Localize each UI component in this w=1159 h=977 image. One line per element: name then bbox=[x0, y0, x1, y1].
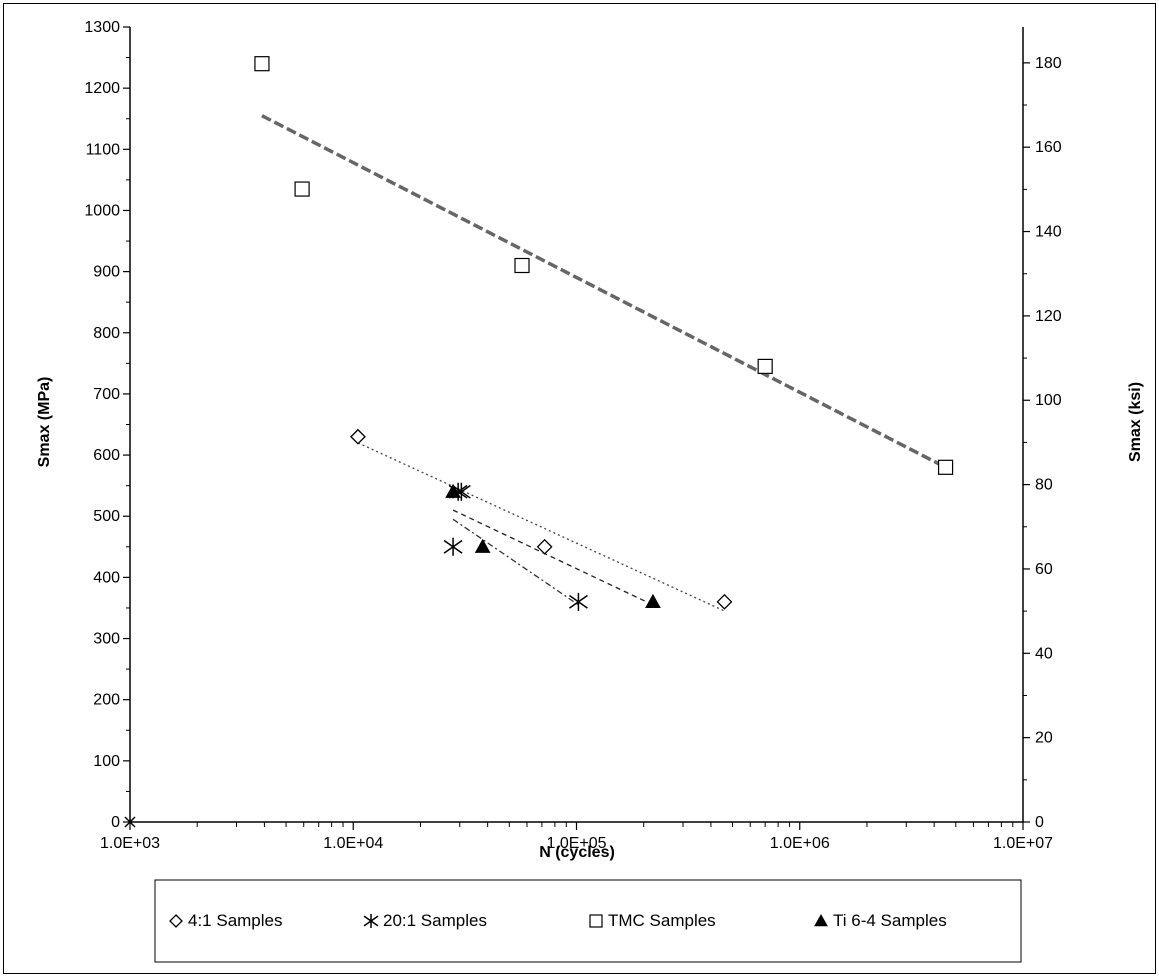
x-tick-label: 1.0E+06 bbox=[770, 835, 830, 852]
y2-tick-label: 160 bbox=[1035, 139, 1062, 156]
y2-tick-label: 60 bbox=[1035, 561, 1053, 578]
legend-marker-square bbox=[590, 915, 602, 927]
x-tick-label: 1.0E+07 bbox=[993, 835, 1053, 852]
y-tick-label: 1200 bbox=[84, 80, 120, 97]
y2-tick-label: 180 bbox=[1035, 55, 1062, 72]
legend-marker-square-shape bbox=[590, 915, 602, 927]
point-asterisk bbox=[444, 538, 462, 556]
trendline-asterisk bbox=[453, 519, 578, 605]
point-triangle-shape bbox=[646, 595, 660, 608]
point-diamond-shape bbox=[538, 540, 552, 554]
legend-label: Ti 6-4 Samples bbox=[833, 911, 947, 930]
y2-tick-label: 40 bbox=[1035, 645, 1053, 662]
y-tick-label: 1100 bbox=[86, 141, 121, 158]
legend-label: 4:1 Samples bbox=[188, 911, 283, 930]
y-tick-label: 200 bbox=[93, 692, 120, 709]
point-square bbox=[295, 182, 309, 196]
point-diamond-shape bbox=[351, 430, 365, 444]
point-square-shape bbox=[295, 182, 309, 196]
point-triangle-shape bbox=[476, 540, 490, 553]
y-tick-label: 1000 bbox=[84, 202, 120, 219]
y2-tick-label: 120 bbox=[1035, 308, 1062, 325]
point-triangle bbox=[476, 540, 490, 553]
point-asterisk-shape bbox=[569, 593, 587, 611]
point-square bbox=[758, 359, 772, 373]
point-square bbox=[255, 57, 269, 71]
x-tick-label: 1.0E+03 bbox=[100, 835, 160, 852]
y2-tick-label: 20 bbox=[1035, 730, 1053, 747]
y2-tick-label: 140 bbox=[1035, 224, 1062, 241]
trendline-square bbox=[262, 116, 946, 468]
trendlines bbox=[262, 116, 946, 611]
point-square-shape bbox=[939, 460, 953, 474]
point-square-shape bbox=[255, 57, 269, 71]
y-tick-label: 1300 bbox=[84, 19, 120, 36]
point-asterisk-shape bbox=[444, 538, 462, 556]
point-triangle bbox=[646, 595, 660, 608]
x-axis-title: N (cycles) bbox=[539, 844, 615, 861]
y-tick-label: 100 bbox=[93, 753, 120, 770]
axes: 0100200300400500600700800900100011001200… bbox=[84, 19, 1061, 852]
trendline-triangle bbox=[453, 510, 653, 605]
legend-label: 20:1 Samples bbox=[383, 911, 487, 930]
point-diamond bbox=[717, 595, 731, 609]
y-tick-label: 600 bbox=[93, 447, 120, 464]
legend-label: TMC Samples bbox=[608, 911, 716, 930]
point-square bbox=[515, 259, 529, 273]
y-tick-label: 900 bbox=[93, 264, 120, 281]
y-tick-label: 300 bbox=[93, 631, 120, 648]
x-tick-label: 1.0E+04 bbox=[323, 835, 383, 852]
y-tick-label: 700 bbox=[93, 386, 120, 403]
y2-tick-label: 0 bbox=[1035, 814, 1044, 831]
y2-axis-title: Smax (ksi) bbox=[1127, 382, 1144, 462]
y-axis-title: Smax (MPa) bbox=[36, 377, 53, 468]
y-tick-label: 500 bbox=[93, 508, 120, 525]
point-square-shape bbox=[515, 259, 529, 273]
point-diamond-shape bbox=[717, 595, 731, 609]
point-diamond bbox=[351, 430, 365, 444]
y-tick-label: 0 bbox=[111, 814, 120, 831]
point-diamond bbox=[538, 540, 552, 554]
data-points bbox=[255, 57, 953, 611]
trendline-diamond bbox=[358, 443, 724, 611]
y-tick-label: 800 bbox=[93, 325, 120, 342]
y2-tick-label: 100 bbox=[1035, 392, 1062, 409]
point-asterisk bbox=[569, 593, 587, 611]
point-square bbox=[939, 460, 953, 474]
y-tick-label: 400 bbox=[93, 569, 120, 586]
point-square-shape bbox=[758, 359, 772, 373]
y2-tick-label: 80 bbox=[1035, 477, 1053, 494]
legend: 4:1 Samples 20:1 Samples TMC Samples Ti 6-4… bbox=[155, 880, 1021, 962]
